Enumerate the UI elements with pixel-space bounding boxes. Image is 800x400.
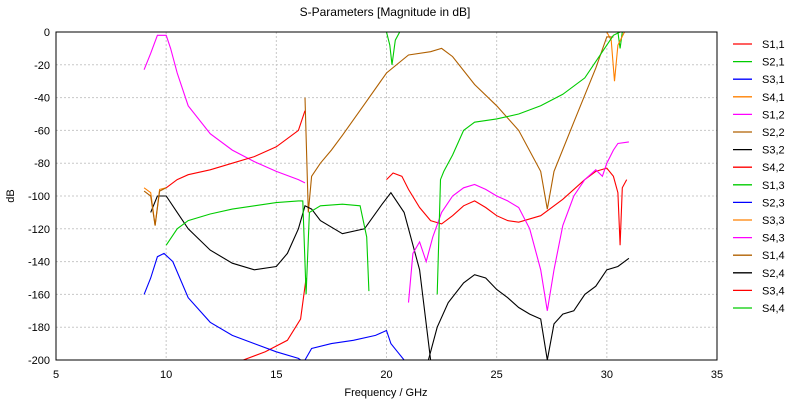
legend-entry: S3,3 bbox=[762, 215, 785, 227]
series-line-S1-1 bbox=[243, 277, 307, 360]
legend-entry: S4,3 bbox=[762, 233, 785, 245]
y-axis-title: dB bbox=[5, 189, 17, 202]
legend-entry: S4,2 bbox=[762, 162, 785, 174]
series-line-S1-4 bbox=[143, 187, 167, 226]
series-line-S3-2 bbox=[150, 191, 432, 360]
y-tick-label: -60 bbox=[34, 125, 50, 137]
legend-entry: S2,4 bbox=[762, 268, 785, 280]
series-line-S2-2 bbox=[304, 36, 614, 213]
legend-entry: S1,1 bbox=[762, 39, 785, 51]
series-lines bbox=[143, 32, 630, 360]
x-tick-label: 10 bbox=[160, 369, 172, 381]
legend-entry: S1,2 bbox=[762, 109, 785, 121]
legend-entry: S3,1 bbox=[762, 74, 785, 86]
x-tick-label: 30 bbox=[601, 369, 613, 381]
legend-entry: S4,4 bbox=[762, 303, 785, 315]
x-tick-label: 5 bbox=[53, 369, 59, 381]
series-line-S3-1 bbox=[143, 252, 301, 360]
series-line-S1-2 bbox=[143, 34, 306, 184]
series-line-S2-4 bbox=[427, 257, 630, 360]
series-line-S2-1 bbox=[144, 32, 629, 65]
legend: S1,1 S2,1 S3,1 S4,1 S1,2 S2,2 S3,2 S4,2 S1,3 S2,3… bbox=[733, 39, 785, 315]
series-line-S1-3 bbox=[165, 200, 370, 295]
series-line-S4-3 bbox=[407, 141, 629, 311]
series-line-S4-1 bbox=[144, 32, 629, 82]
series-line-S2-3 bbox=[304, 329, 405, 360]
y-tick-label: -160 bbox=[28, 289, 50, 301]
legend-entry: S3,2 bbox=[762, 145, 785, 157]
legend-entry: S3,4 bbox=[762, 285, 785, 297]
series-line-S3-4 bbox=[165, 110, 306, 189]
legend-entry: S1,4 bbox=[762, 250, 785, 262]
x-tick-label: 35 bbox=[711, 369, 723, 381]
y-tick-label: -200 bbox=[28, 355, 50, 367]
x-tick-label: 15 bbox=[270, 369, 282, 381]
plot-area-frame bbox=[55, 31, 718, 361]
y-tick-label: 0 bbox=[44, 27, 50, 39]
y-tick-label: -180 bbox=[28, 322, 50, 334]
series-line-S4-4 bbox=[436, 32, 621, 295]
x-tick-label: 20 bbox=[380, 369, 392, 381]
series-line-S4-2 bbox=[386, 167, 628, 246]
legend-entry: S1,3 bbox=[762, 180, 785, 192]
legend-entry: S2,1 bbox=[762, 57, 785, 69]
legend-entry: S2,2 bbox=[762, 127, 785, 139]
legend-entry: S2,3 bbox=[762, 197, 785, 209]
y-tick-label: -20 bbox=[34, 60, 50, 72]
y-tick-label: -80 bbox=[34, 158, 50, 170]
tick-labels: 5 10 15 20 25 30 35 0 -20 -40 -60 -80 -100 -120 -140 -1… bbox=[28, 27, 723, 381]
y-tick-label: -120 bbox=[28, 224, 50, 236]
y-tick-label: -140 bbox=[28, 257, 50, 269]
legend-entry: S4,1 bbox=[762, 92, 785, 104]
chart-title: S-Parameters [Magnitude in dB] bbox=[300, 5, 471, 19]
y-tick-label: -100 bbox=[28, 191, 50, 203]
y-tick-label: -40 bbox=[34, 93, 50, 105]
x-axis-title: Frequency / GHz bbox=[344, 387, 427, 399]
x-tick-label: 25 bbox=[491, 369, 503, 381]
